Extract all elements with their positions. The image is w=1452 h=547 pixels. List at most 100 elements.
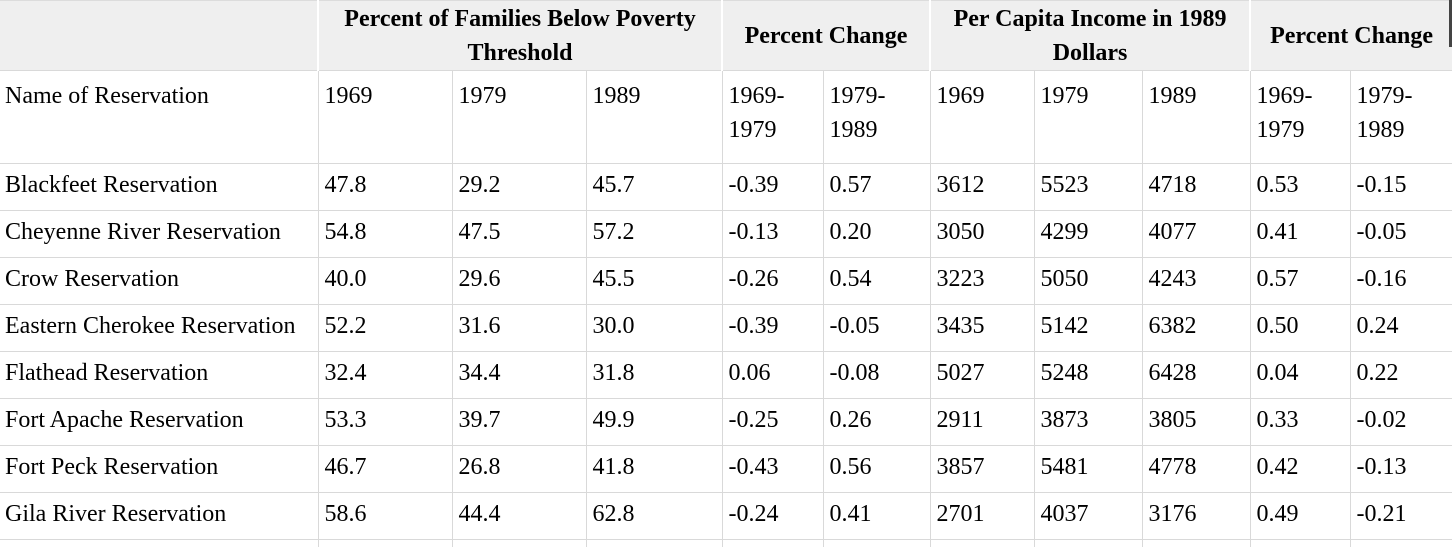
- value-cell: -0.15: [1349, 163, 1452, 211]
- table-row: Crow Reservation 40.0 29.6 45.5 -0.26 0.54 322…: [0, 257, 1452, 305]
- value-cell: 5523: [1033, 163, 1143, 211]
- group-header-row: Percent of Families Below Poverty Thresh…: [0, 0, 1452, 71]
- group-header-percent-change-poverty: Percent Change: [720, 0, 931, 71]
- value-cell: 0.53: [1249, 163, 1351, 211]
- value-cell: 45.5: [585, 257, 722, 305]
- value-cell: 3223: [929, 257, 1035, 305]
- reservation-name-cell: Cheyenne River Reservation: [0, 210, 318, 258]
- value-cell: 0.24: [1349, 304, 1452, 352]
- value-cell: 0.54: [822, 257, 931, 305]
- value-cell: 0.04: [1249, 351, 1351, 399]
- value-cell: 2701: [929, 492, 1035, 540]
- scrollbar-fragment[interactable]: [1449, 0, 1452, 47]
- value-cell: 53.3: [317, 398, 452, 446]
- value-cell: 5248: [1033, 351, 1143, 399]
- value-cell: 0.57: [1249, 257, 1351, 305]
- value-cell: 0.50: [1249, 304, 1351, 352]
- value-cell: 0.41: [1249, 210, 1351, 258]
- value-cell: -0.43: [721, 445, 823, 493]
- reservation-name-cell: Flathead Reservation: [0, 351, 318, 399]
- value-cell: 52.2: [317, 304, 452, 352]
- reservation-name-cell: Fort Apache Reservation: [0, 398, 318, 446]
- value-cell: 3873: [1033, 398, 1143, 446]
- value-cell: 30.0: [585, 304, 722, 352]
- column-header-name-of-reservation: Name of Reservation: [0, 70, 318, 164]
- value-cell: -0.21: [1349, 492, 1452, 540]
- table-row: Flathead Reservation 32.4 34.4 31.8 0.06 -0.0…: [0, 351, 1452, 399]
- value-cell: 0.08: [1349, 539, 1452, 547]
- value-cell: 2768: [929, 539, 1035, 547]
- value-cell: 26.8: [451, 445, 586, 493]
- column-header-income-change-1969-1979: 1969-1979: [1249, 70, 1351, 164]
- value-cell: 61.8: [317, 539, 452, 547]
- column-header-poverty-1979: 1979: [451, 70, 586, 164]
- value-cell: 51.0: [451, 539, 586, 547]
- value-cell: -0.13: [721, 210, 823, 258]
- column-header-income-1989: 1989: [1141, 70, 1251, 164]
- value-cell: 3857: [929, 445, 1035, 493]
- value-cell: -0.13: [1349, 445, 1452, 493]
- value-cell: 0.42: [1249, 445, 1351, 493]
- group-header-percent-change-income: Percent Change: [1249, 0, 1452, 71]
- value-cell: 0.56: [822, 445, 931, 493]
- value-cell: 0.22: [1349, 351, 1452, 399]
- table-row: Eastern Cherokee Reservation 52.2 31.6 30.0…: [0, 304, 1452, 352]
- value-cell: 29.2: [451, 163, 586, 211]
- value-cell: 5050: [1033, 257, 1143, 305]
- value-cell: 45.7: [585, 163, 722, 211]
- column-header-poverty-1969: 1969: [317, 70, 452, 164]
- value-cell: 49.9: [585, 398, 722, 446]
- value-cell: 31.8: [585, 351, 722, 399]
- value-cell: 4299: [1033, 210, 1143, 258]
- value-cell: 5142: [1033, 304, 1143, 352]
- value-cell: -0.24: [721, 492, 823, 540]
- reservation-name-cell: Eastern Cherokee Reservation: [0, 304, 318, 352]
- reservation-name-cell: Hopi Reservation: [0, 539, 318, 547]
- value-cell: 0.06: [721, 351, 823, 399]
- value-cell: 31.6: [451, 304, 586, 352]
- value-cell: 54.8: [317, 210, 452, 258]
- table-row: Cheyenne River Reservation 54.8 47.5 57.2 -0…: [0, 210, 1452, 258]
- value-cell: 3612: [929, 163, 1035, 211]
- value-cell: -0.25: [721, 398, 823, 446]
- column-header-poverty-1989: 1989: [585, 70, 722, 164]
- reservation-name-cell: Crow Reservation: [0, 257, 318, 305]
- value-cell: 5027: [929, 351, 1035, 399]
- value-cell: 0.26: [822, 398, 931, 446]
- value-cell: 40.0: [317, 257, 452, 305]
- table-row: Hopi Reservation61.851.047.7-0.17-0.0627…: [0, 539, 1452, 547]
- value-cell: 3435: [929, 304, 1035, 352]
- value-cell: 0.49: [1249, 492, 1351, 540]
- value-cell: 3176: [1141, 492, 1251, 540]
- value-cell: 62.8: [585, 492, 722, 540]
- value-cell: 4566: [1141, 539, 1251, 547]
- group-header-income: Per Capita Income in 1989 Dollars: [929, 0, 1251, 71]
- value-cell: 4718: [1141, 163, 1251, 211]
- reservation-name-cell: Blackfeet Reservation: [0, 163, 318, 211]
- value-cell: 4778: [1141, 445, 1251, 493]
- value-cell: 4243: [1141, 257, 1251, 305]
- table-body: Blackfeet Reservation 47.8 29.2 45.7 -0.39 0.…: [0, 163, 1452, 547]
- value-cell: -0.06: [822, 539, 931, 547]
- value-cell: -0.05: [1349, 210, 1452, 258]
- value-cell: 0.20: [822, 210, 931, 258]
- table-row: Fort Apache Reservation 53.3 39.7 49.9 -0.25…: [0, 398, 1452, 446]
- value-cell: 44.4: [451, 492, 586, 540]
- value-cell: 0.33: [1249, 398, 1351, 446]
- value-cell: 29.6: [451, 257, 586, 305]
- table-row: Gila River Reservation 58.6 44.4 62.8 -0.24 0…: [0, 492, 1452, 540]
- value-cell: -0.16: [1349, 257, 1452, 305]
- column-header-income-change-1979-1989: 1979-1989: [1349, 70, 1452, 164]
- value-cell: 3805: [1141, 398, 1251, 446]
- value-cell: 0.41: [822, 492, 931, 540]
- value-cell: -0.05: [822, 304, 931, 352]
- column-header-change-1969-1979: 1969-1979: [721, 70, 823, 164]
- value-cell: 0.52: [1249, 539, 1351, 547]
- corner-cell: [0, 0, 318, 71]
- value-cell: 47.7: [585, 539, 722, 547]
- table-row: Fort Peck Reservation 46.7 26.8 41.8 -0.43 0.…: [0, 445, 1452, 493]
- value-cell: 4210: [1033, 539, 1143, 547]
- value-cell: 39.7: [451, 398, 586, 446]
